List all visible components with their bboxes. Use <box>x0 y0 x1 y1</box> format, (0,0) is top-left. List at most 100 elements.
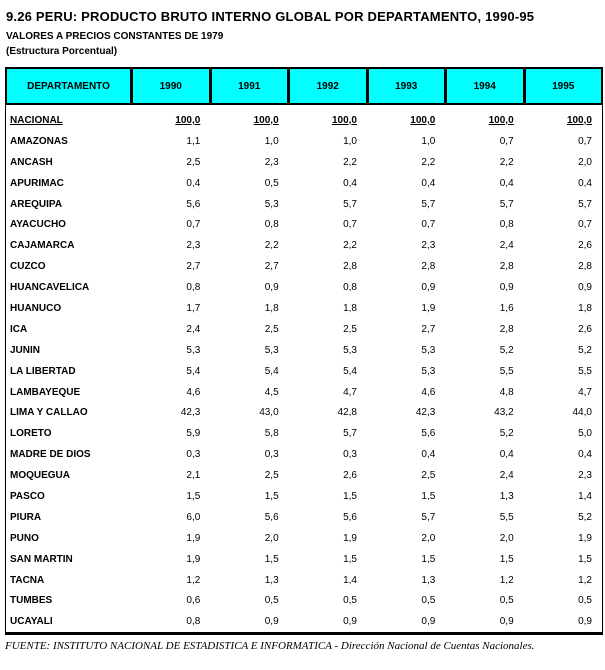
table-row: MADRE DE DIOS 0,3 0,3 0,3 0,4 0,4 0,4 <box>6 444 602 465</box>
table-row: SAN MARTIN 1,9 1,5 1,5 1,5 1,5 1,5 <box>6 549 602 570</box>
header-cell-1992: 1992 <box>290 69 369 103</box>
value-cell: 5,7 <box>343 198 357 210</box>
value-cell: 5,3 <box>421 344 436 356</box>
value-cell: 0,3 <box>264 449 279 461</box>
department-label: CUZCO <box>10 261 46 273</box>
value-cell: 2,5 <box>186 156 201 168</box>
value-cell: 2,1 <box>186 470 201 482</box>
value-cell: 0,5 <box>264 177 279 189</box>
value-cell: 1,9 <box>186 553 201 565</box>
table-row: LAMBAYEQUE 4,6 4,5 4,7 4,6 4,8 4,7 <box>6 382 602 403</box>
department-label: HUANUCO <box>10 302 62 314</box>
value-cell: 0,4 <box>578 177 592 189</box>
department-label: LIMA Y CALLAO <box>10 407 88 419</box>
value-cell: 0,6 <box>186 595 201 607</box>
value-cell: 0,9 <box>264 616 279 628</box>
value-cell: 1,5 <box>499 553 514 565</box>
value-cell: 0,8 <box>186 616 201 628</box>
value-cell: 100,0 <box>410 114 436 126</box>
value-cell: 2,8 <box>343 261 357 273</box>
value-cell: 1,3 <box>499 490 514 502</box>
table-row: NACIONAL 100,0 100,0 100,0 100,0 100,0 100,0 <box>6 110 602 131</box>
value-cell: 2,5 <box>343 323 357 335</box>
value-cell: 43,0 <box>259 407 279 419</box>
value-cell: 2,4 <box>499 240 514 252</box>
value-cell: 1,4 <box>343 574 357 586</box>
department-label: UCAYALI <box>10 616 53 628</box>
value-cell: 5,3 <box>343 344 357 356</box>
value-cell: 1,3 <box>421 574 436 586</box>
value-cell: 2,5 <box>264 470 279 482</box>
value-cell: 1,8 <box>343 302 357 314</box>
page-title: 9.26 PERU: PRODUCTO BRUTO INTERNO GLOBAL… <box>6 9 535 24</box>
value-cell: 5,0 <box>578 428 592 440</box>
value-cell: 0,5 <box>499 595 514 607</box>
source-note: FUENTE: INSTITUTO NACIONAL DE ESTADISTIC… <box>5 640 535 653</box>
header-cell-1994: 1994 <box>447 69 526 103</box>
value-cell: 5,2 <box>499 344 514 356</box>
department-label: HUANCAVELICA <box>10 282 90 294</box>
value-cell: 0,9 <box>499 282 514 294</box>
value-cell: 0,4 <box>421 177 436 189</box>
value-cell: 0,9 <box>578 616 592 628</box>
value-cell: 2,2 <box>421 156 436 168</box>
department-label: TACNA <box>10 574 45 586</box>
value-cell: 5,3 <box>264 198 279 210</box>
table-row: JUNIN 5,3 5,3 5,3 5,3 5,2 5,2 <box>6 340 602 361</box>
value-cell: 0,7 <box>578 135 592 147</box>
value-cell: 42,8 <box>337 407 357 419</box>
value-cell: 5,6 <box>264 511 279 523</box>
value-cell: 5,8 <box>264 428 279 440</box>
table-row: AYACUCHO 0,7 0,8 0,7 0,7 0,8 0,7 <box>6 214 602 235</box>
value-cell: 2,0 <box>499 532 514 544</box>
table-row: MOQUEGUA 2,1 2,5 2,6 2,5 2,4 2,3 <box>6 465 602 486</box>
value-cell: 4,7 <box>578 386 592 398</box>
value-cell: 1,2 <box>186 574 201 586</box>
value-cell: 5,9 <box>186 428 201 440</box>
department-label: JUNIN <box>10 344 41 356</box>
value-cell: 2,4 <box>499 470 514 482</box>
value-cell: 5,4 <box>343 365 357 377</box>
value-cell: 0,9 <box>264 282 279 294</box>
table-row: LIMA Y CALLAO 42,3 43,0 42,8 42,3 43,2 44,0 <box>6 402 602 423</box>
value-cell: 2,7 <box>186 261 201 273</box>
value-cell: 2,7 <box>264 261 279 273</box>
value-cell: 2,0 <box>421 532 436 544</box>
value-cell: 0,4 <box>499 177 514 189</box>
department-label: SAN MARTIN <box>10 553 73 565</box>
value-cell: 2,3 <box>264 156 279 168</box>
value-cell: 0,9 <box>343 616 357 628</box>
value-cell: 2,3 <box>186 240 201 252</box>
value-cell: 2,5 <box>421 470 436 482</box>
value-cell: 2,5 <box>264 323 279 335</box>
value-cell: 100,0 <box>331 114 357 126</box>
value-cell: 5,3 <box>264 344 279 356</box>
table-row: CAJAMARCA 2,3 2,2 2,2 2,3 2,4 2,6 <box>6 235 602 256</box>
value-cell: 100,0 <box>253 114 279 126</box>
value-cell: 5,7 <box>578 198 592 210</box>
header-cell-1991: 1991 <box>211 69 290 103</box>
value-cell: 2,3 <box>421 240 436 252</box>
value-cell: 5,6 <box>186 198 201 210</box>
value-cell: 5,5 <box>578 365 592 377</box>
department-label: ANCASH <box>10 156 53 168</box>
value-cell: 0,7 <box>186 219 201 231</box>
table-row: TUMBES 0,6 0,5 0,5 0,5 0,5 0,5 <box>6 590 602 611</box>
table-row: PUNO 1,9 2,0 1,9 2,0 2,0 1,9 <box>6 528 602 549</box>
table-row: LA LIBERTAD 5,4 5,4 5,4 5,3 5,5 5,5 <box>6 361 602 382</box>
department-label: AYACUCHO <box>10 219 66 231</box>
value-cell: 5,7 <box>421 198 436 210</box>
table-row: PIURA 6,0 5,6 5,6 5,7 5,5 5,2 <box>6 507 602 528</box>
table-row: CUZCO 2,7 2,7 2,8 2,8 2,8 2,8 <box>6 256 602 277</box>
value-cell: 1,0 <box>264 135 279 147</box>
value-cell: 0,5 <box>421 595 436 607</box>
value-cell: 2,6 <box>343 470 357 482</box>
value-cell: 2,2 <box>499 156 514 168</box>
value-cell: 4,6 <box>186 386 201 398</box>
value-cell: 2,2 <box>264 240 279 252</box>
data-table: DEPARTAMENTO 1990 1991 1992 1993 1994 19… <box>5 67 603 636</box>
value-cell: 5,5 <box>499 365 514 377</box>
value-cell: 0,7 <box>578 219 592 231</box>
value-cell: 1,5 <box>264 490 279 502</box>
department-label: PUNO <box>10 532 39 544</box>
